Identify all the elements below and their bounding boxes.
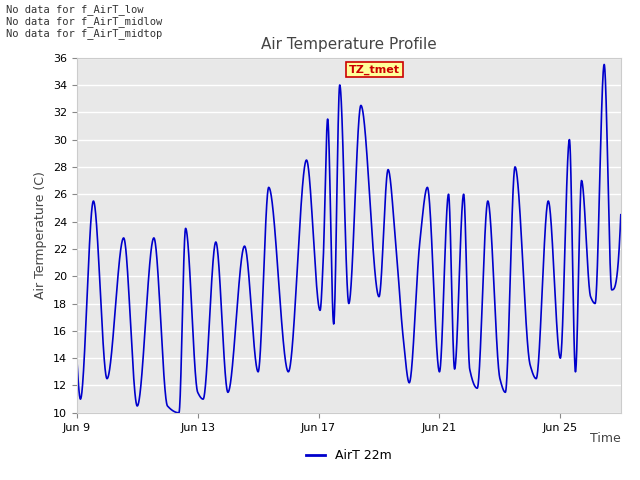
Text: No data for f_AirT_midlow: No data for f_AirT_midlow — [6, 16, 163, 27]
Text: No data for f_AirT_low: No data for f_AirT_low — [6, 4, 144, 15]
Y-axis label: Air Termperature (C): Air Termperature (C) — [35, 171, 47, 299]
Title: Air Temperature Profile: Air Temperature Profile — [261, 37, 436, 52]
Text: Time: Time — [590, 432, 621, 445]
Text: TZ_tmet: TZ_tmet — [349, 64, 400, 75]
Legend: AirT 22m: AirT 22m — [301, 444, 397, 467]
Text: No data for f_AirT_midtop: No data for f_AirT_midtop — [6, 28, 163, 39]
